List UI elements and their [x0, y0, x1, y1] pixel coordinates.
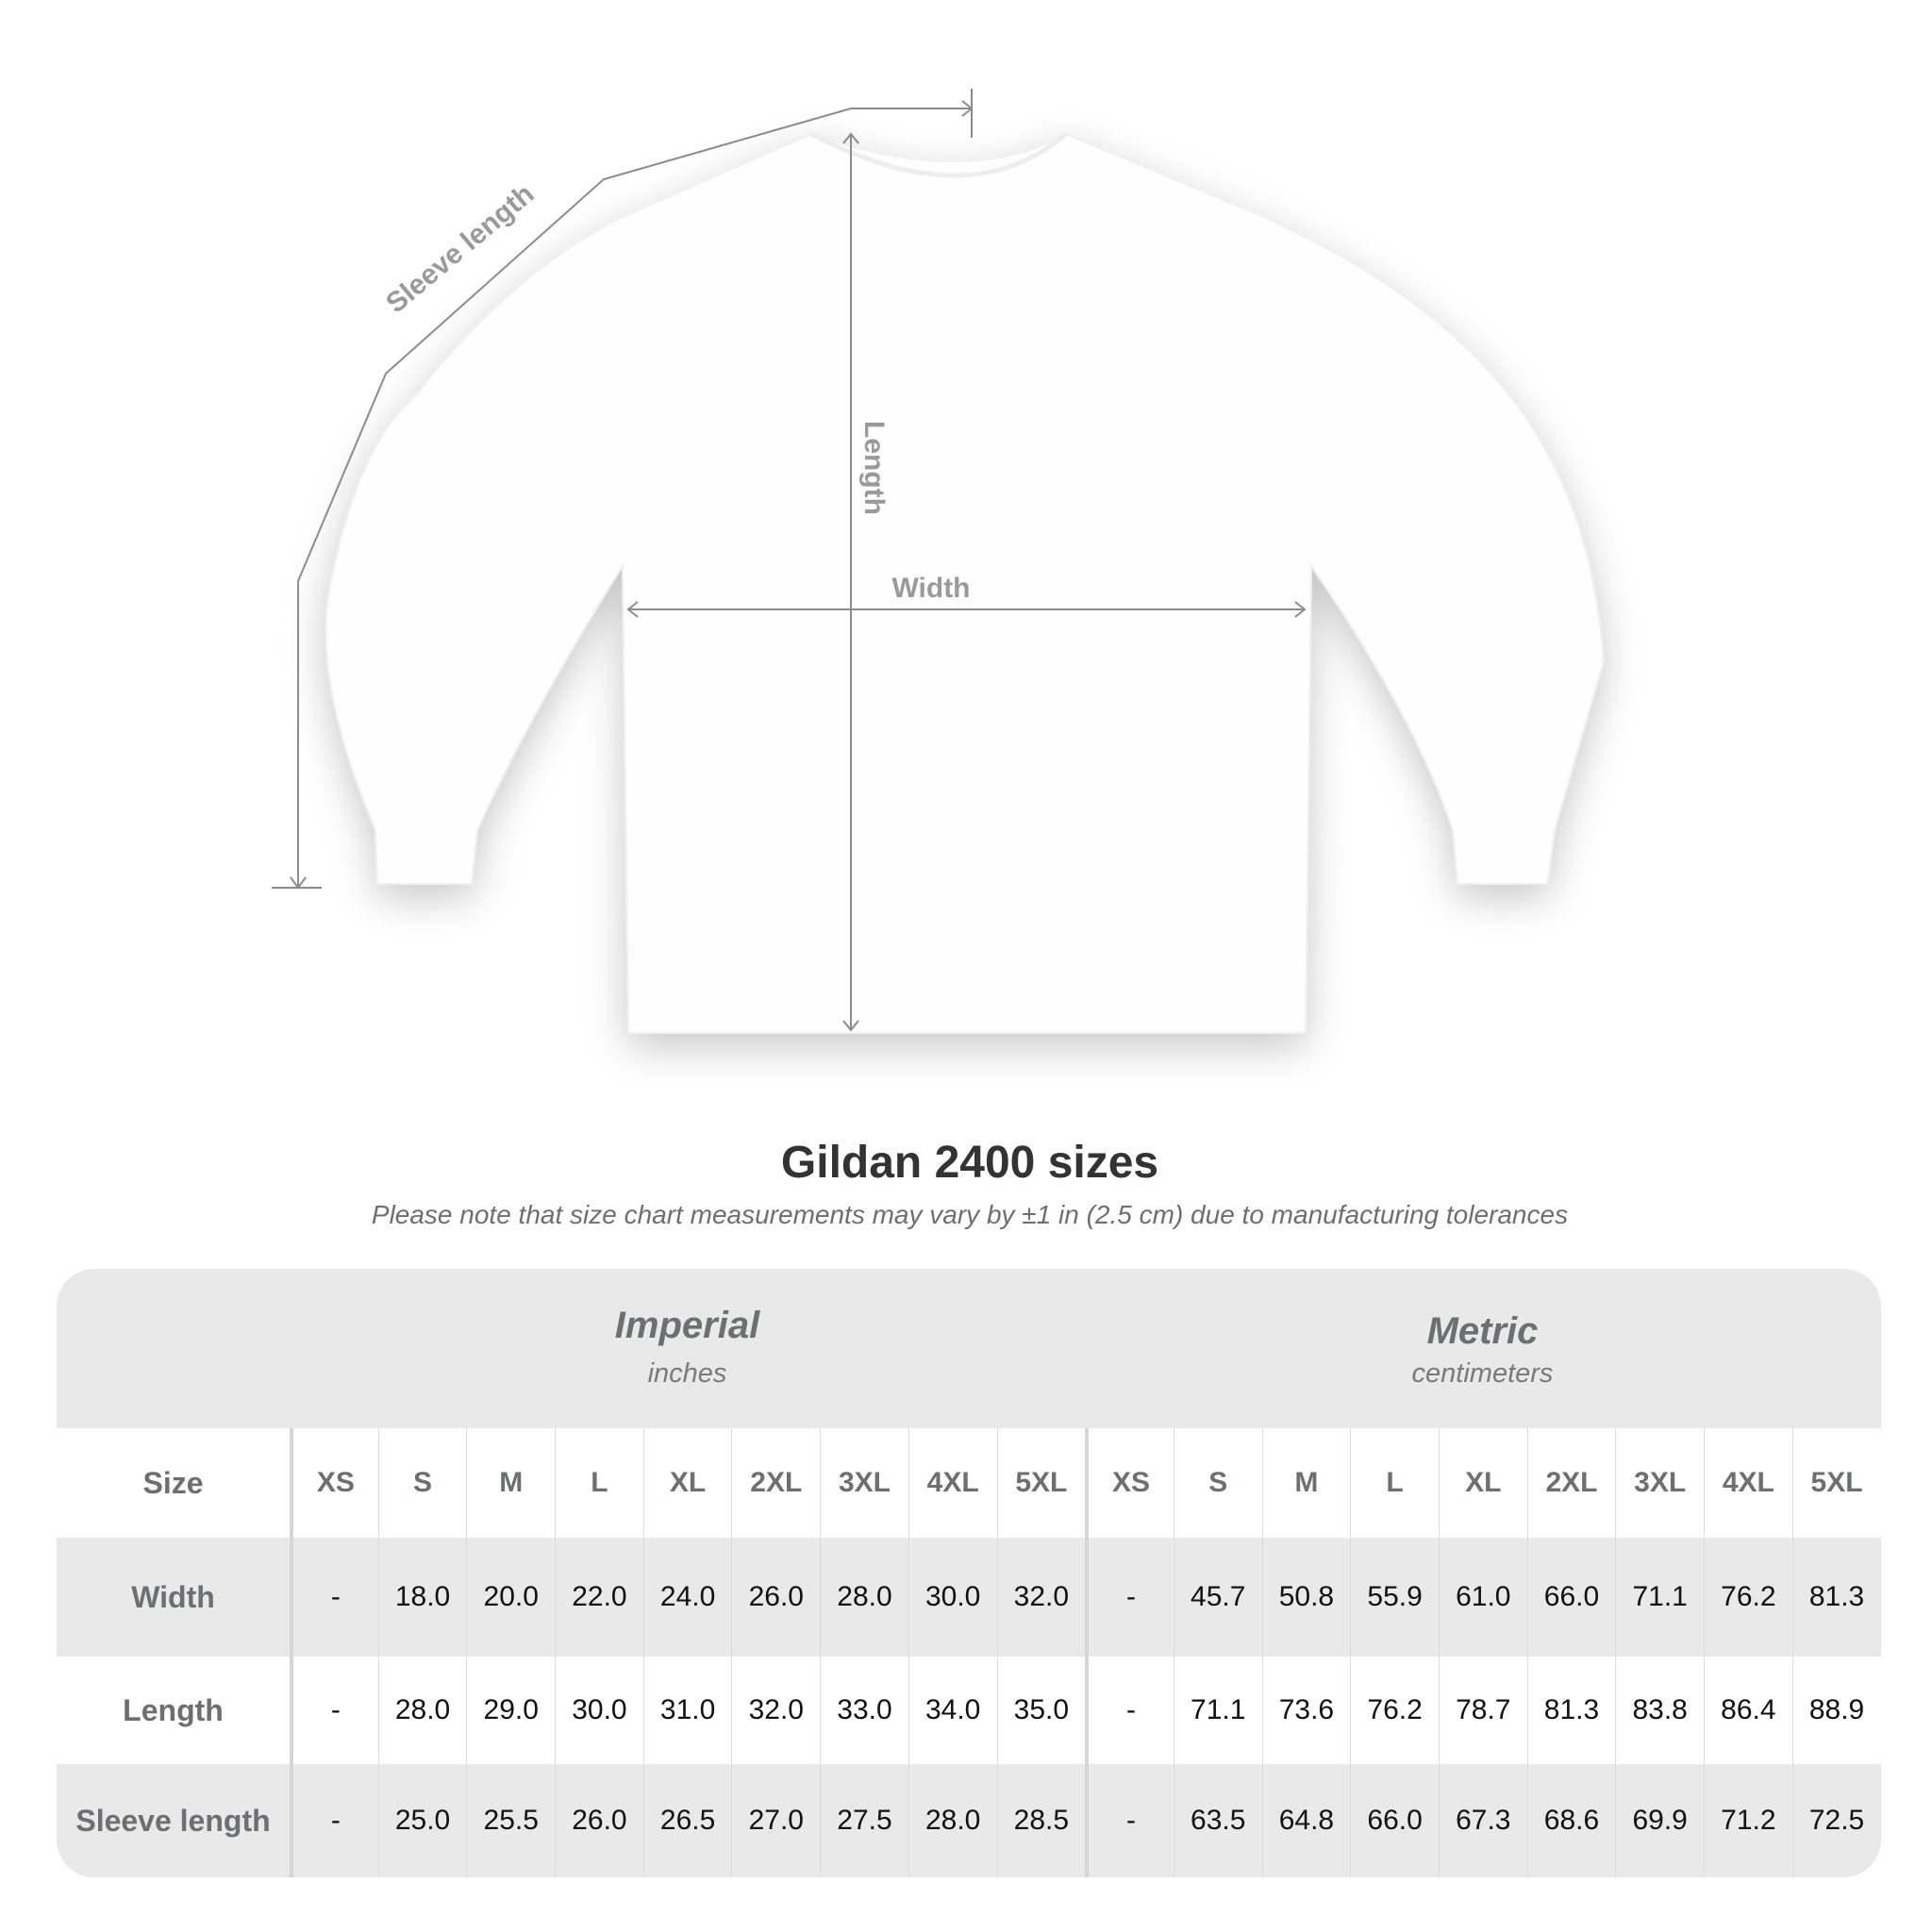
size-header-metric: S — [1173, 1428, 1262, 1538]
imperial-title: Imperial — [614, 1305, 760, 1346]
cell-metric: 66.0 — [1350, 1764, 1439, 1877]
size-table: Imperial inches Metric centimeters Size X… — [57, 1269, 1881, 1877]
table-row: Sleeve length -25.0 25.5 26.0 26.5 27.0 27.5 28… — [57, 1764, 1881, 1877]
size-header-metric: M — [1261, 1428, 1351, 1538]
long-sleeve-shirt — [325, 131, 1606, 1034]
chart-title: Gildan 2400 sizes — [780, 1138, 1159, 1188]
cell-imperial: 31.0 — [642, 1657, 732, 1764]
size-header-metric: L — [1350, 1428, 1439, 1538]
cell-metric: 66.0 — [1526, 1538, 1616, 1657]
cell-imperial: 25.0 — [377, 1764, 467, 1877]
cell-imperial: 30.0 — [908, 1538, 997, 1657]
cell-metric: 71.1 — [1615, 1538, 1704, 1657]
cell-imperial: 24.0 — [642, 1538, 732, 1657]
size-header-imperial: 4XL — [908, 1428, 997, 1538]
measure-lines — [272, 89, 1307, 1032]
cell-imperial: 26.0 — [731, 1538, 820, 1657]
cell-metric: 64.8 — [1261, 1764, 1351, 1877]
cell-imperial: 28.0 — [908, 1764, 997, 1877]
size-header-imperial: XS — [290, 1428, 378, 1538]
cell-metric: 55.9 — [1350, 1538, 1439, 1657]
cell-metric: 67.3 — [1438, 1764, 1527, 1877]
imperial-unit: inches — [647, 1358, 727, 1389]
cell-imperial: 34.0 — [908, 1657, 997, 1764]
size-header-metric: 2XL — [1526, 1428, 1616, 1538]
cell-metric: 45.7 — [1173, 1538, 1262, 1657]
cell-metric: 71.1 — [1173, 1657, 1262, 1764]
cell-metric: 81.3 — [1526, 1657, 1616, 1764]
cell-imperial: - — [290, 1657, 378, 1764]
cell-metric: 72.5 — [1791, 1764, 1881, 1877]
table-row: Length -28.0 29.0 30.0 31.0 32.0 33.0 34.0 35.0-… — [57, 1657, 1881, 1764]
cell-imperial: 27.0 — [731, 1764, 820, 1877]
row-label: Length — [123, 1692, 224, 1727]
length-label: Length — [858, 421, 890, 515]
cell-imperial: 22.0 — [555, 1538, 643, 1657]
cell-metric: 69.9 — [1615, 1764, 1704, 1877]
cell-metric: 50.8 — [1261, 1538, 1351, 1657]
cell-imperial: 26.5 — [642, 1764, 732, 1877]
size-header-imperial: XL — [642, 1428, 732, 1538]
size-header-imperial: 5XL — [996, 1428, 1086, 1538]
cell-metric: - — [1085, 1764, 1174, 1877]
cell-imperial: - — [290, 1538, 378, 1657]
cell-imperial: 30.0 — [555, 1657, 643, 1764]
cell-metric: 81.3 — [1791, 1538, 1881, 1657]
row-label: Width — [131, 1579, 215, 1614]
size-header-metric: XL — [1438, 1428, 1527, 1538]
cell-imperial: 32.0 — [731, 1657, 820, 1764]
size-header-row: Size XS S M L XL 2XL 3XL 4XL 5XL XS S M L XL 2XL 3XL 4XL 5… — [57, 1428, 1881, 1538]
cell-imperial: 28.5 — [996, 1764, 1086, 1877]
cell-metric: - — [1085, 1657, 1174, 1764]
size-header-metric: 3XL — [1615, 1428, 1704, 1538]
size-header-metric: 4XL — [1704, 1428, 1792, 1538]
cell-imperial: 33.0 — [820, 1657, 908, 1764]
row-label: Size — [142, 1465, 204, 1500]
cell-imperial: 28.0 — [820, 1538, 908, 1657]
cell-metric: 88.9 — [1791, 1657, 1881, 1764]
cell-imperial: 28.0 — [377, 1657, 467, 1764]
imperial-header: Imperial inches — [290, 1269, 1085, 1428]
size-header-metric: XS — [1085, 1428, 1174, 1538]
cell-imperial: 27.5 — [820, 1764, 908, 1877]
size-header-imperial: M — [466, 1428, 555, 1538]
sleeve-length-line — [297, 108, 972, 888]
cell-metric: - — [1085, 1538, 1174, 1657]
cell-imperial: 35.0 — [996, 1657, 1086, 1764]
cell-imperial: 25.5 — [466, 1764, 555, 1877]
cell-metric: 71.2 — [1704, 1764, 1792, 1877]
cell-metric: 73.6 — [1261, 1657, 1351, 1764]
cell-metric: 63.5 — [1173, 1764, 1262, 1877]
row-label: Sleeve length — [75, 1803, 271, 1838]
cell-metric: 76.2 — [1350, 1657, 1439, 1764]
size-header-metric: 5XL — [1791, 1428, 1881, 1538]
metric-header: Metric centimeters — [1085, 1269, 1880, 1428]
cell-metric: 78.7 — [1438, 1657, 1527, 1764]
cell-imperial: 26.0 — [555, 1764, 643, 1877]
cell-metric: 83.8 — [1615, 1657, 1704, 1764]
size-header-imperial: S — [377, 1428, 467, 1538]
cell-imperial: 29.0 — [466, 1657, 555, 1764]
cell-metric: 86.4 — [1704, 1657, 1792, 1764]
cell-metric: 76.2 — [1704, 1538, 1792, 1657]
table-row: Width -18.0 20.0 22.0 24.0 26.0 28.0 30.0 32.0-4… — [57, 1538, 1881, 1657]
metric-unit: centimeters — [1411, 1358, 1554, 1389]
metric-title: Metric — [1426, 1310, 1539, 1352]
size-header-imperial: 2XL — [731, 1428, 820, 1538]
cell-imperial: - — [290, 1764, 378, 1877]
cell-imperial: 20.0 — [466, 1538, 555, 1657]
size-header-imperial: L — [555, 1428, 643, 1538]
shirt-diagram: Sleeve length Length Width — [272, 89, 1606, 1034]
cell-imperial: 18.0 — [377, 1538, 467, 1657]
cell-metric: 61.0 — [1438, 1538, 1527, 1657]
width-label: Width — [891, 573, 970, 604]
cell-metric: 68.6 — [1526, 1764, 1616, 1877]
size-header-imperial: 3XL — [820, 1428, 908, 1538]
tolerance-note: Please note that size chart measurements… — [371, 1200, 1569, 1229]
cell-imperial: 32.0 — [996, 1538, 1086, 1657]
